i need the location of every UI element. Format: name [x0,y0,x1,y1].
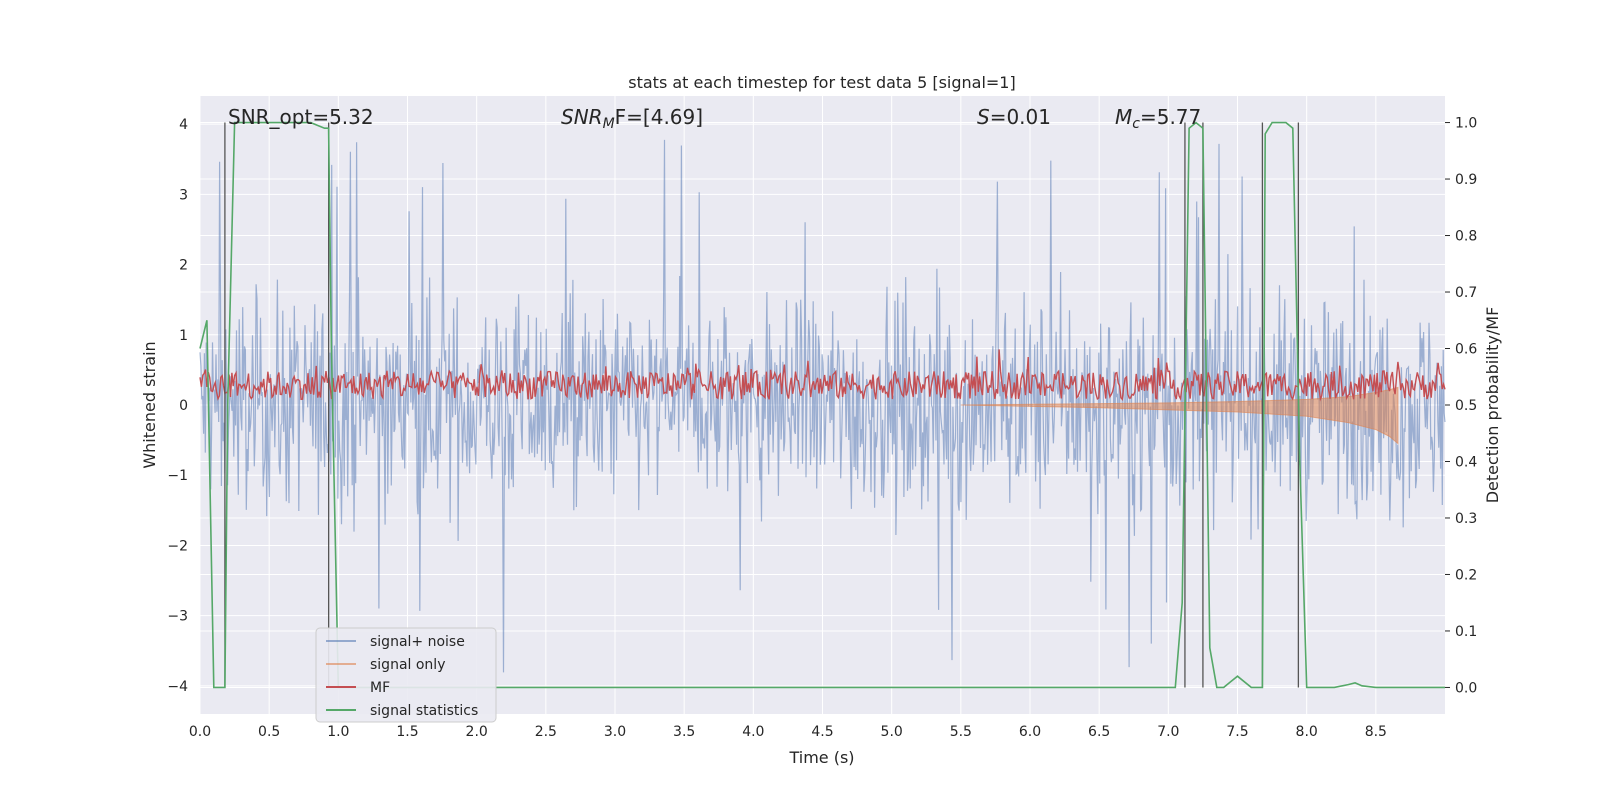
x-tick-label: 0.0 [189,724,211,740]
legend-frame [315,627,497,723]
series-signal-plus-noise [199,139,1446,673]
annotation-snr-opt: SNR_opt=5.32 [228,105,374,129]
y2-tick-label: 0.0 [1455,680,1477,696]
x-tick-label: 2.0 [466,724,488,740]
x-tick-label: 8.5 [1365,724,1387,740]
x-tick-label: 6.5 [1088,724,1110,740]
signal-plus-noise-line [199,139,1446,673]
series-signal-only [960,386,1399,445]
annotation-mc: Mc=5.77 [1115,105,1201,132]
y-tick-label: −4 [167,679,188,695]
x-tick-label: 3.5 [673,724,695,740]
y2-axis-label: Detection probability/MF [1483,307,1502,504]
y-tick-label: 0 [179,398,188,414]
y2-tick-label: 0.1 [1455,624,1477,640]
y2-tick-label: 0.9 [1455,172,1477,188]
x-tick-label: 4.5 [811,724,833,740]
annotation-s: S=0.01 [977,105,1051,129]
y2-tick-label: 0.6 [1455,342,1477,358]
legend-label-mf: MF [370,680,390,696]
legend-label-signal-plus-noise: signal+ noise [370,634,465,650]
x-tick-label: 0.5 [258,724,280,740]
series-mf [199,349,1446,402]
mf-line [199,349,1446,402]
x-axis-label: Time (s) [788,748,854,767]
x-tick-label: 8.0 [1296,724,1318,740]
x-tick-label: 7.5 [1226,724,1248,740]
x-tick-label: 1.5 [396,724,418,740]
y2-tick-label: 0.4 [1455,454,1477,470]
legend-label-signal-statistics: signal statistics [370,703,478,719]
x-axis-ticks: 0.0 0.5 1.0 1.5 2.0 2.5 3.0 3.5 4.0 4.5 5.0 5.5 6.0 6… [189,724,1387,740]
y2-tick-label: 0.8 [1455,229,1477,245]
y-axis-label: Whitened strain [140,341,159,468]
x-tick-label: 2.5 [535,724,557,740]
y2-tick-label: 0.5 [1455,398,1477,414]
y2-tick-label: 0.2 [1455,567,1477,583]
y2-axis-ticks: 1.0 0.9 0.8 0.7 0.6 0.5 0.4 0.3 0.2 0.1 0.0 [1445,116,1477,696]
y2-tick-label: 0.3 [1455,511,1477,527]
legend: signal+ noise signal only MF signal stat… [315,627,497,723]
signal-statistics-line [199,121,1445,689]
x-tick-label: 5.0 [881,724,903,740]
x-tick-label: 4.0 [742,724,764,740]
x-tick-label: 6.0 [1019,724,1041,740]
signal-only-envelope [960,386,1399,445]
y-tick-label: −2 [167,538,188,554]
series-signal-statistics [199,121,1445,689]
y-tick-label: −3 [167,609,188,625]
y2-tick-label: 1.0 [1455,116,1477,132]
annotation-snr-mf: SNRMF=[4.69] [561,105,703,132]
y-tick-label: 3 [179,187,188,203]
x-tick-label: 1.0 [327,724,349,740]
x-tick-label: 7.0 [1157,724,1179,740]
y-axis-ticks: 4 3 2 1 0 −1 −2 −3 −4 [167,117,188,695]
x-tick-label: 3.0 [604,724,626,740]
y2-tick-label: 0.7 [1455,285,1477,301]
y-tick-label: −1 [167,468,188,484]
chart-title: stats at each timestep for test data 5 [… [628,73,1015,92]
y-tick-label: 4 [179,117,188,133]
y-tick-label: 1 [179,328,188,344]
legend-label-signal-only: signal only [370,657,445,673]
x-tick-label: 5.5 [950,724,972,740]
y-tick-label: 2 [179,258,188,274]
